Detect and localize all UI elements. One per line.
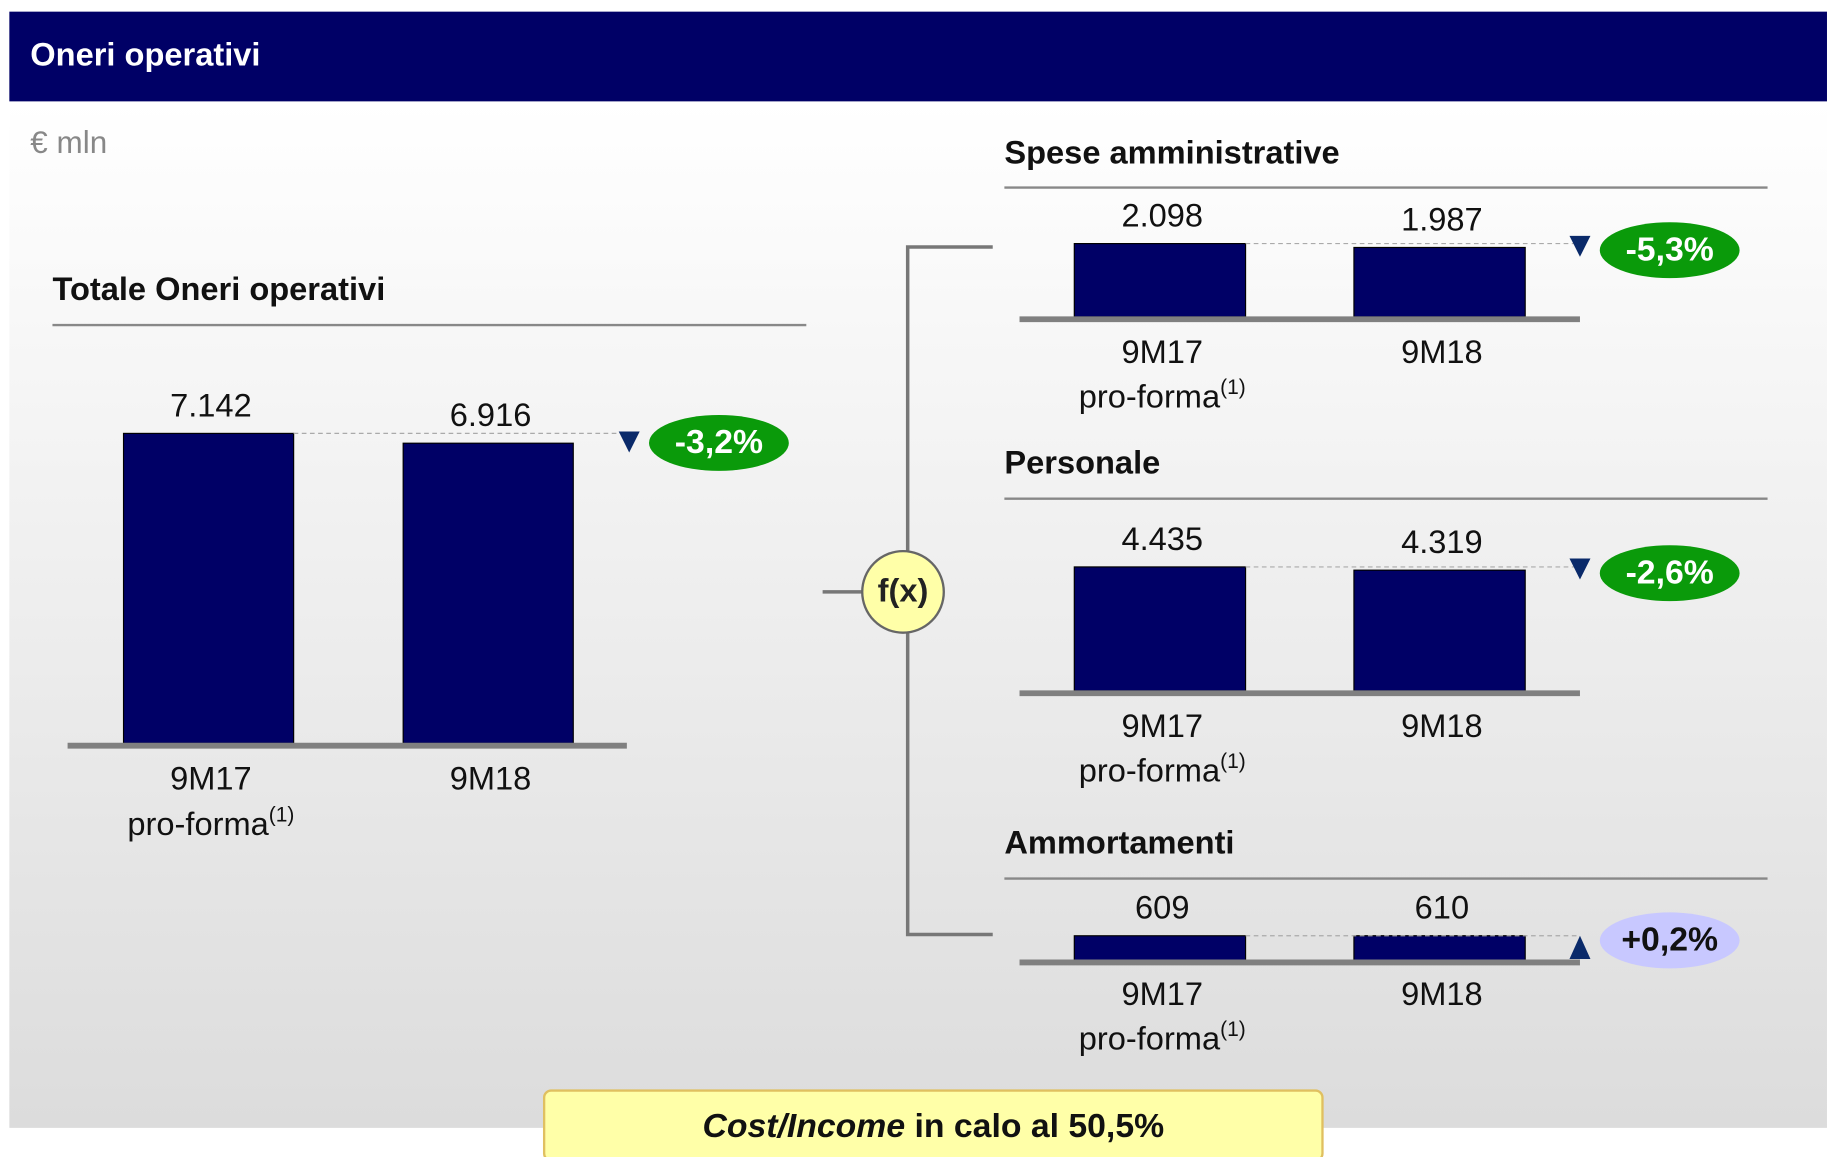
footer-emphasis: Cost/Income [702,1107,905,1145]
value-label: 609 [1135,889,1189,926]
change-arrow [618,431,640,453]
bar-chart: Personale 4.435 9M17 pro-forma(1) 4.319 9M18 -… [1004,444,1768,789]
change-arrow [1569,235,1591,257]
change-badge [1599,545,1740,602]
sublabel-text: pro-forma [1079,377,1221,414]
category-label: 9M18 [1401,707,1483,744]
value-label: 2.098 [1121,197,1203,234]
category-label: 9M18 [450,759,532,796]
bar-chart: Totale Oneri operativi 7.142 9M17 pro-forma… [52,270,807,842]
header-bar [9,11,1827,102]
function-circle [861,549,945,634]
change-badge [649,414,789,471]
bar [402,442,574,744]
bar [1073,935,1247,961]
sublabel-text: pro-forma [127,805,269,842]
category-sublabel: pro-forma(1) [1079,750,1246,789]
change-badge [1599,912,1740,969]
bar [1073,566,1247,692]
category-label: 9M17 [1121,333,1203,370]
change-label: -5,3% [1626,230,1714,268]
bar [1353,569,1526,692]
chart-title: Ammortamenti [1004,823,1234,860]
bar-chart: Spese amministrative 2.098 9M17 pro-forma(1… [1004,134,1768,415]
category-sublabel: pro-forma(1) [1079,376,1246,415]
footnote-mark: (1) [269,803,295,826]
sublabel-text: pro-forma [1079,1019,1221,1056]
header-title: Oneri operativi [30,36,260,73]
value-label: 4.319 [1401,523,1483,560]
category-label: 9M18 [1401,333,1483,370]
value-label: 4.435 [1121,520,1203,557]
footnote-mark: (1) [1220,1018,1246,1041]
bar [1353,935,1526,961]
footnote-mark: (1) [1220,376,1246,399]
chart-title: Totale Oneri operativi [52,270,385,307]
category-sublabel: pro-forma(1) [127,803,294,842]
category-label: 9M17 [170,759,252,796]
chart-title: Personale [1004,444,1160,481]
function-label: f(x) [878,572,929,609]
category-label: 9M18 [1401,975,1483,1012]
unit: € mln [30,125,107,160]
value-label: 1.987 [1401,200,1483,237]
value-label: 610 [1415,889,1469,926]
value-label: 7.142 [170,386,252,423]
bar [1073,243,1247,318]
footer-rest: in calo al 50,5% [915,1107,1165,1145]
change-badge [1599,222,1740,279]
category-label: 9M17 [1121,707,1203,744]
change-label: +0,2% [1621,920,1718,958]
sublabel-text: pro-forma [1079,751,1221,788]
category-label: 9M17 [1121,975,1203,1012]
change-label: -2,6% [1626,553,1714,591]
bar [1353,246,1526,318]
footnote-mark: (1) [1220,750,1246,773]
value-label: 6.916 [450,396,532,433]
chart-title: Spese amministrative [1004,134,1339,171]
footer-box [542,1089,1324,1157]
change-arrow [1569,558,1591,580]
change-label: -3,2% [675,423,763,461]
change-arrow [1569,935,1591,960]
connector: f(x) [822,245,993,937]
footer-text: Cost/Income in calo al 50,5% [702,1107,1164,1145]
category-sublabel: pro-forma(1) [1079,1018,1246,1057]
bar [122,432,295,744]
bar-chart: Ammortamenti 609 9M17 pro-forma(1) 610 9M18 +0… [1004,823,1768,1057]
